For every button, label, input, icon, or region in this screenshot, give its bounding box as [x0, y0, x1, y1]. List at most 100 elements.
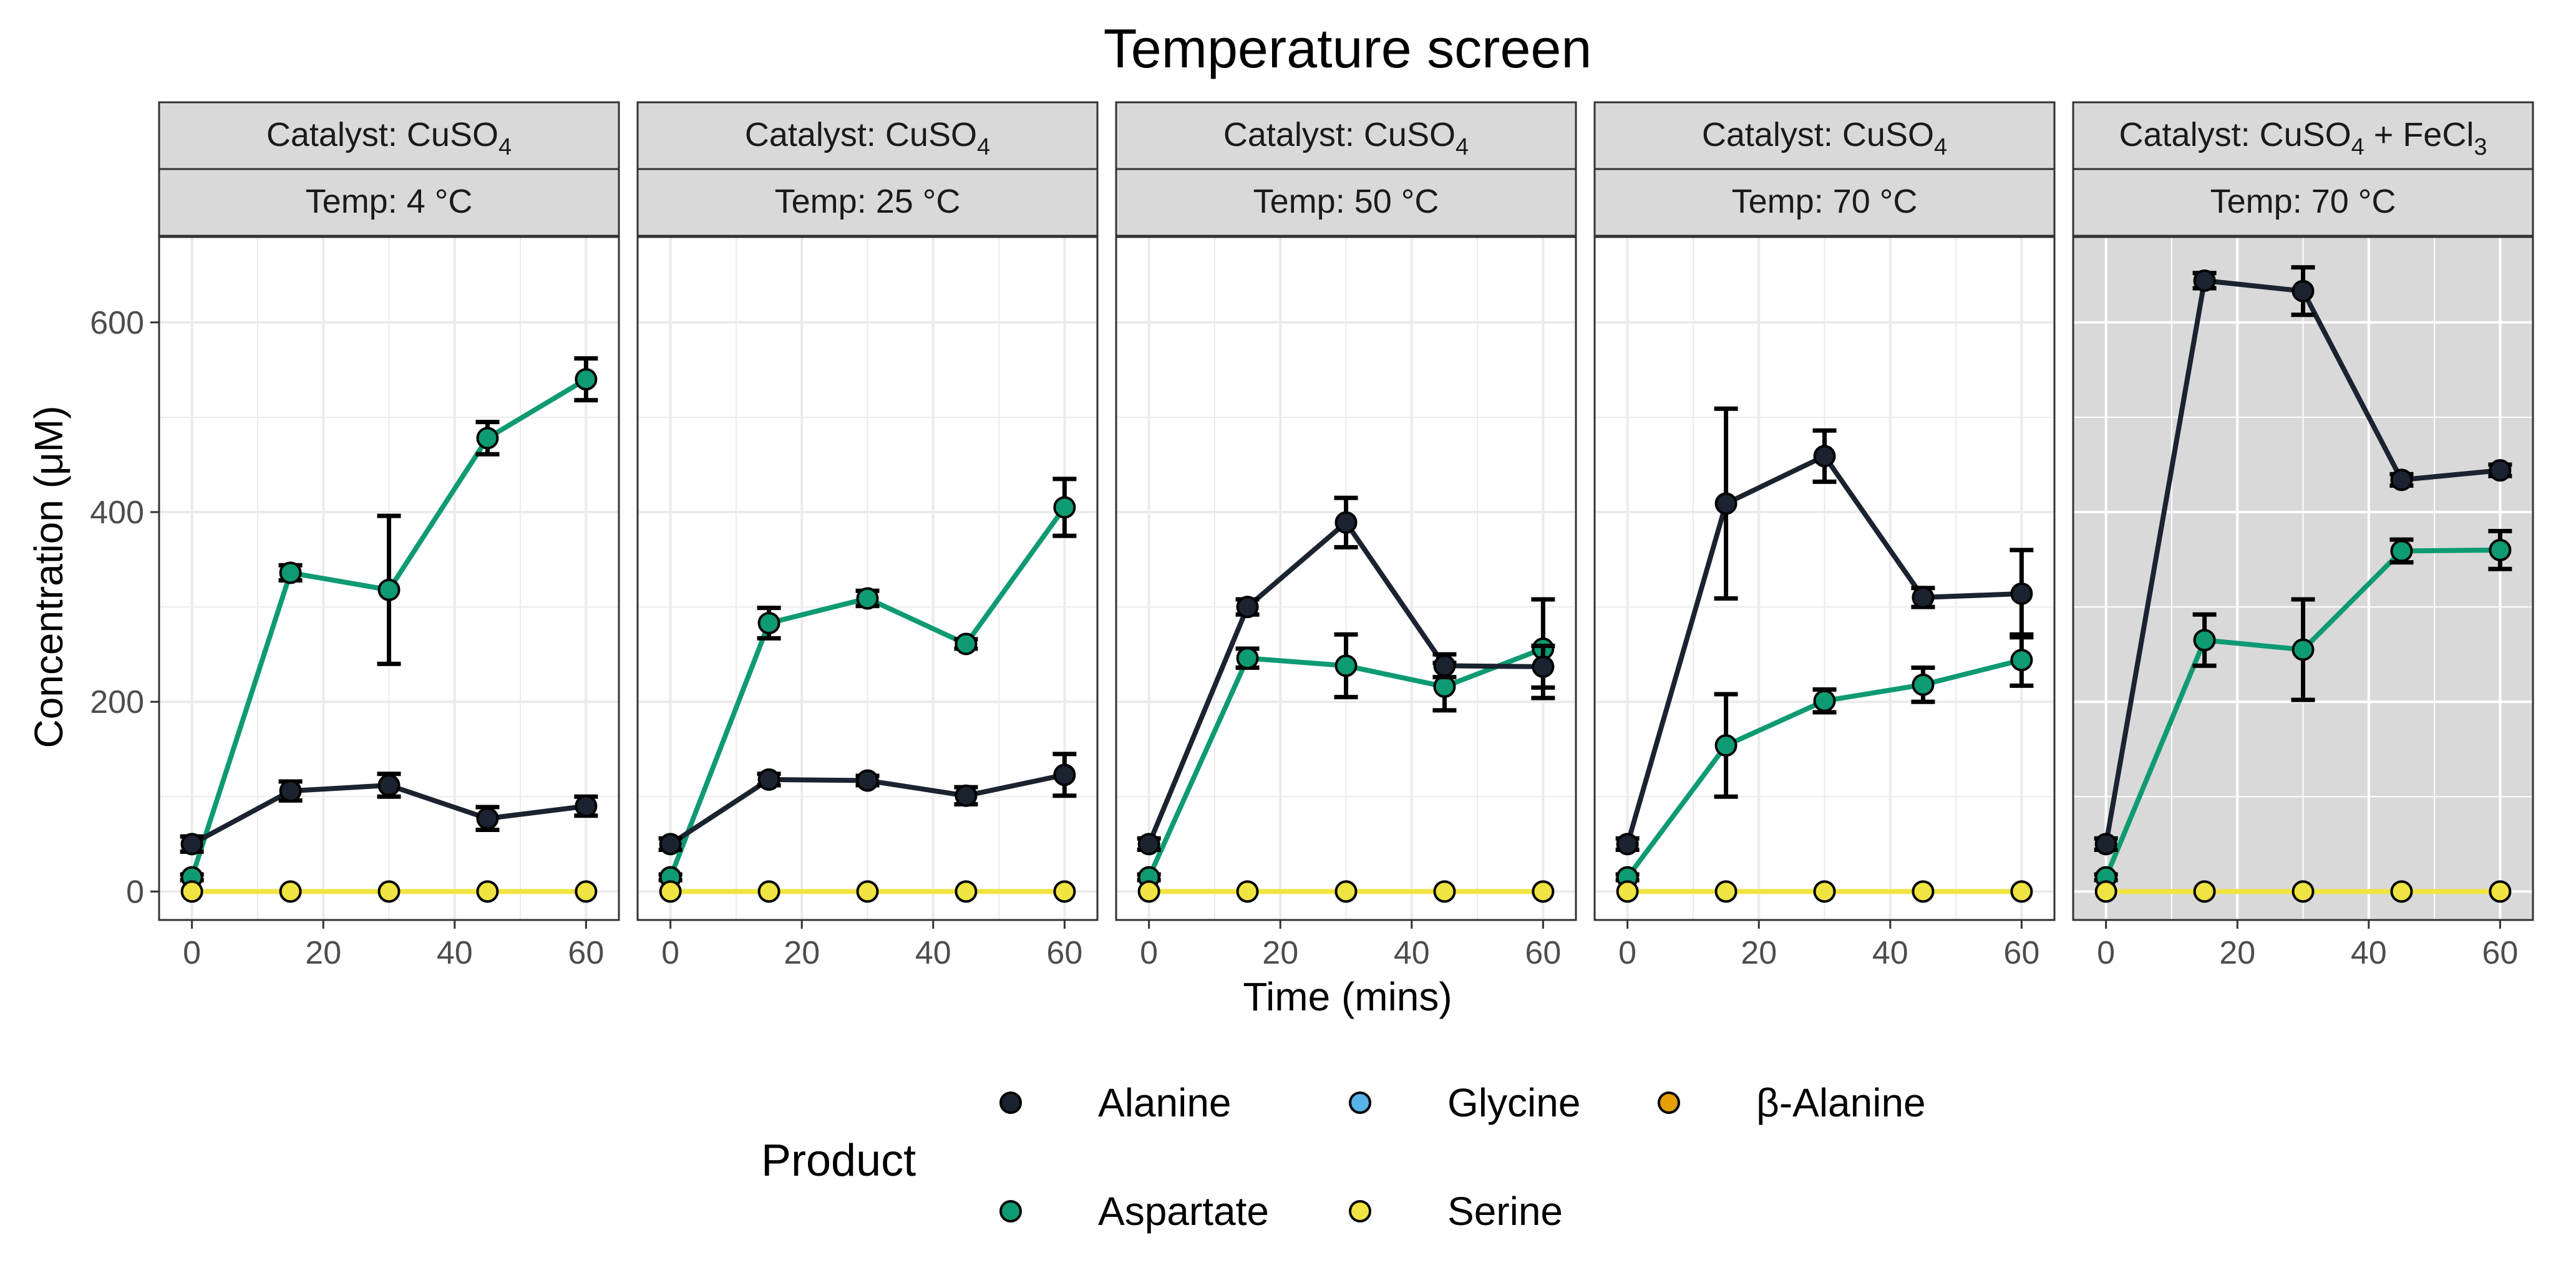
point-aspartate — [2010, 649, 2033, 672]
series-alanine — [1137, 495, 1555, 856]
legend-entry-serine: Serine — [1349, 1189, 1563, 1234]
point-alanine — [757, 768, 780, 791]
y-tick-label: 200 — [90, 684, 144, 720]
legend-title: Product — [761, 1136, 916, 1186]
series-serine — [659, 880, 1076, 903]
point-serine — [1236, 880, 1259, 903]
point-alanine — [377, 774, 401, 797]
series-serine — [1137, 880, 1555, 903]
x-tick-label: 40 — [1872, 935, 1908, 971]
temp-label: Temp: 70 °C — [2210, 183, 2396, 220]
x-tick-label: 20 — [2219, 935, 2255, 971]
point-serine — [377, 880, 401, 903]
facet-panel-2: Catalyst: CuSO4 Temp: 25 °C 0 20 40 60 — [636, 101, 1099, 971]
point-serine — [2489, 880, 2512, 903]
point-alanine — [1532, 655, 1555, 678]
series-aspartate — [1615, 632, 2034, 889]
x-tick-label: 0 — [2097, 935, 2115, 971]
x-tick-label: 0 — [1140, 935, 1158, 971]
catalyst-strip — [1115, 101, 1577, 170]
point-alanine — [279, 780, 302, 803]
legend-key-glycine — [1349, 1091, 1371, 1114]
point-alanine — [1813, 445, 1836, 468]
y-tick-label: 0 — [126, 874, 144, 910]
point-aspartate — [377, 578, 401, 601]
catalyst-strip — [636, 101, 1099, 170]
point-alanine — [1433, 654, 1456, 677]
point-serine — [2292, 880, 2315, 903]
point-serine — [1616, 880, 1639, 903]
catalyst-label: Catalyst: CuSO4 — [266, 116, 512, 160]
facet-panel-4: Catalyst: CuSO4 Temp: 70 °C 0 20 40 60 — [1593, 101, 2056, 971]
panel-border — [1593, 236, 2056, 921]
point-alanine — [476, 807, 499, 830]
point-alanine — [1236, 596, 1259, 619]
point-aspartate — [856, 587, 879, 610]
x-tick-label: 60 — [568, 935, 604, 971]
catalyst-label: Catalyst: CuSO4 + FeCl3 — [2119, 116, 2487, 160]
temp-strip — [1115, 168, 1577, 237]
point-alanine — [1334, 511, 1358, 534]
catalyst-strip — [1593, 101, 2056, 170]
x-tick-label: 40 — [2351, 935, 2387, 971]
legend: Product Alanine Glycine β-Alanine Aspartate… — [761, 1080, 1926, 1234]
legend-label: Alanine — [1098, 1080, 1232, 1125]
point-alanine — [2094, 833, 2117, 856]
point-aspartate — [476, 427, 499, 450]
catalyst-strip — [2072, 101, 2534, 170]
point-aspartate — [757, 611, 780, 634]
point-serine — [955, 880, 978, 903]
x-tick-label: 0 — [1618, 935, 1636, 971]
point-alanine — [575, 795, 598, 818]
catalyst-strip — [158, 101, 620, 170]
x-tick-label: 60 — [2482, 935, 2518, 971]
point-aspartate — [279, 561, 302, 584]
panel-border — [2072, 236, 2534, 921]
legend-entry-alanine: Alanine — [999, 1080, 1232, 1125]
y-tick-label: 400 — [90, 495, 144, 531]
temp-label: Temp: 70 °C — [1732, 183, 1918, 220]
series-serine — [180, 880, 598, 903]
point-serine — [1433, 880, 1456, 903]
legend-key-aspartate — [999, 1200, 1022, 1222]
y-tick-label: 600 — [90, 305, 144, 341]
point-serine — [659, 880, 682, 903]
legend-label: β-Alanine — [1756, 1080, 1926, 1125]
temp-label: Temp: 4 °C — [306, 183, 473, 220]
point-serine — [856, 880, 879, 903]
legend-entry-aspartate: Aspartate — [999, 1189, 1269, 1234]
point-alanine — [1053, 763, 1076, 786]
legend-label: Glycine — [1447, 1080, 1580, 1125]
point-alanine — [2010, 582, 2033, 605]
catalyst-label: Catalyst: CuSO4 — [1223, 116, 1469, 160]
x-tick-label: 20 — [1741, 935, 1777, 971]
series-alanine — [2094, 265, 2512, 856]
point-aspartate — [1334, 654, 1358, 677]
panel-border — [636, 236, 1099, 921]
x-tick-label: 40 — [437, 935, 473, 971]
series-aspartate — [1137, 597, 1555, 889]
series-alanine — [658, 752, 1077, 856]
facet-panel-5: Catalyst: CuSO4 + FeCl3 Temp: 70 °C 0 20 40 6… — [2072, 101, 2534, 971]
x-tick-label: 0 — [661, 935, 679, 971]
point-alanine — [1912, 586, 1935, 609]
facet-panel-3: Catalyst: CuSO4 Temp: 50 °C 0 20 40 60 — [1115, 101, 1577, 971]
point-alanine — [180, 833, 203, 856]
point-aspartate — [955, 632, 978, 656]
point-serine — [1813, 880, 1836, 903]
series-aspartate — [2094, 528, 2512, 889]
point-alanine — [2489, 459, 2512, 482]
panel-border — [1115, 236, 1577, 921]
point-serine — [1714, 880, 1738, 903]
x-tick-label: 20 — [1262, 935, 1298, 971]
x-tick-label: 40 — [915, 935, 951, 971]
point-aspartate — [2390, 540, 2413, 563]
series-alanine — [180, 772, 598, 856]
point-aspartate — [1912, 673, 1935, 696]
legend-label: Aspartate — [1098, 1189, 1269, 1234]
point-alanine — [955, 784, 978, 807]
series-serine — [1616, 880, 2033, 903]
point-serine — [1137, 880, 1160, 903]
